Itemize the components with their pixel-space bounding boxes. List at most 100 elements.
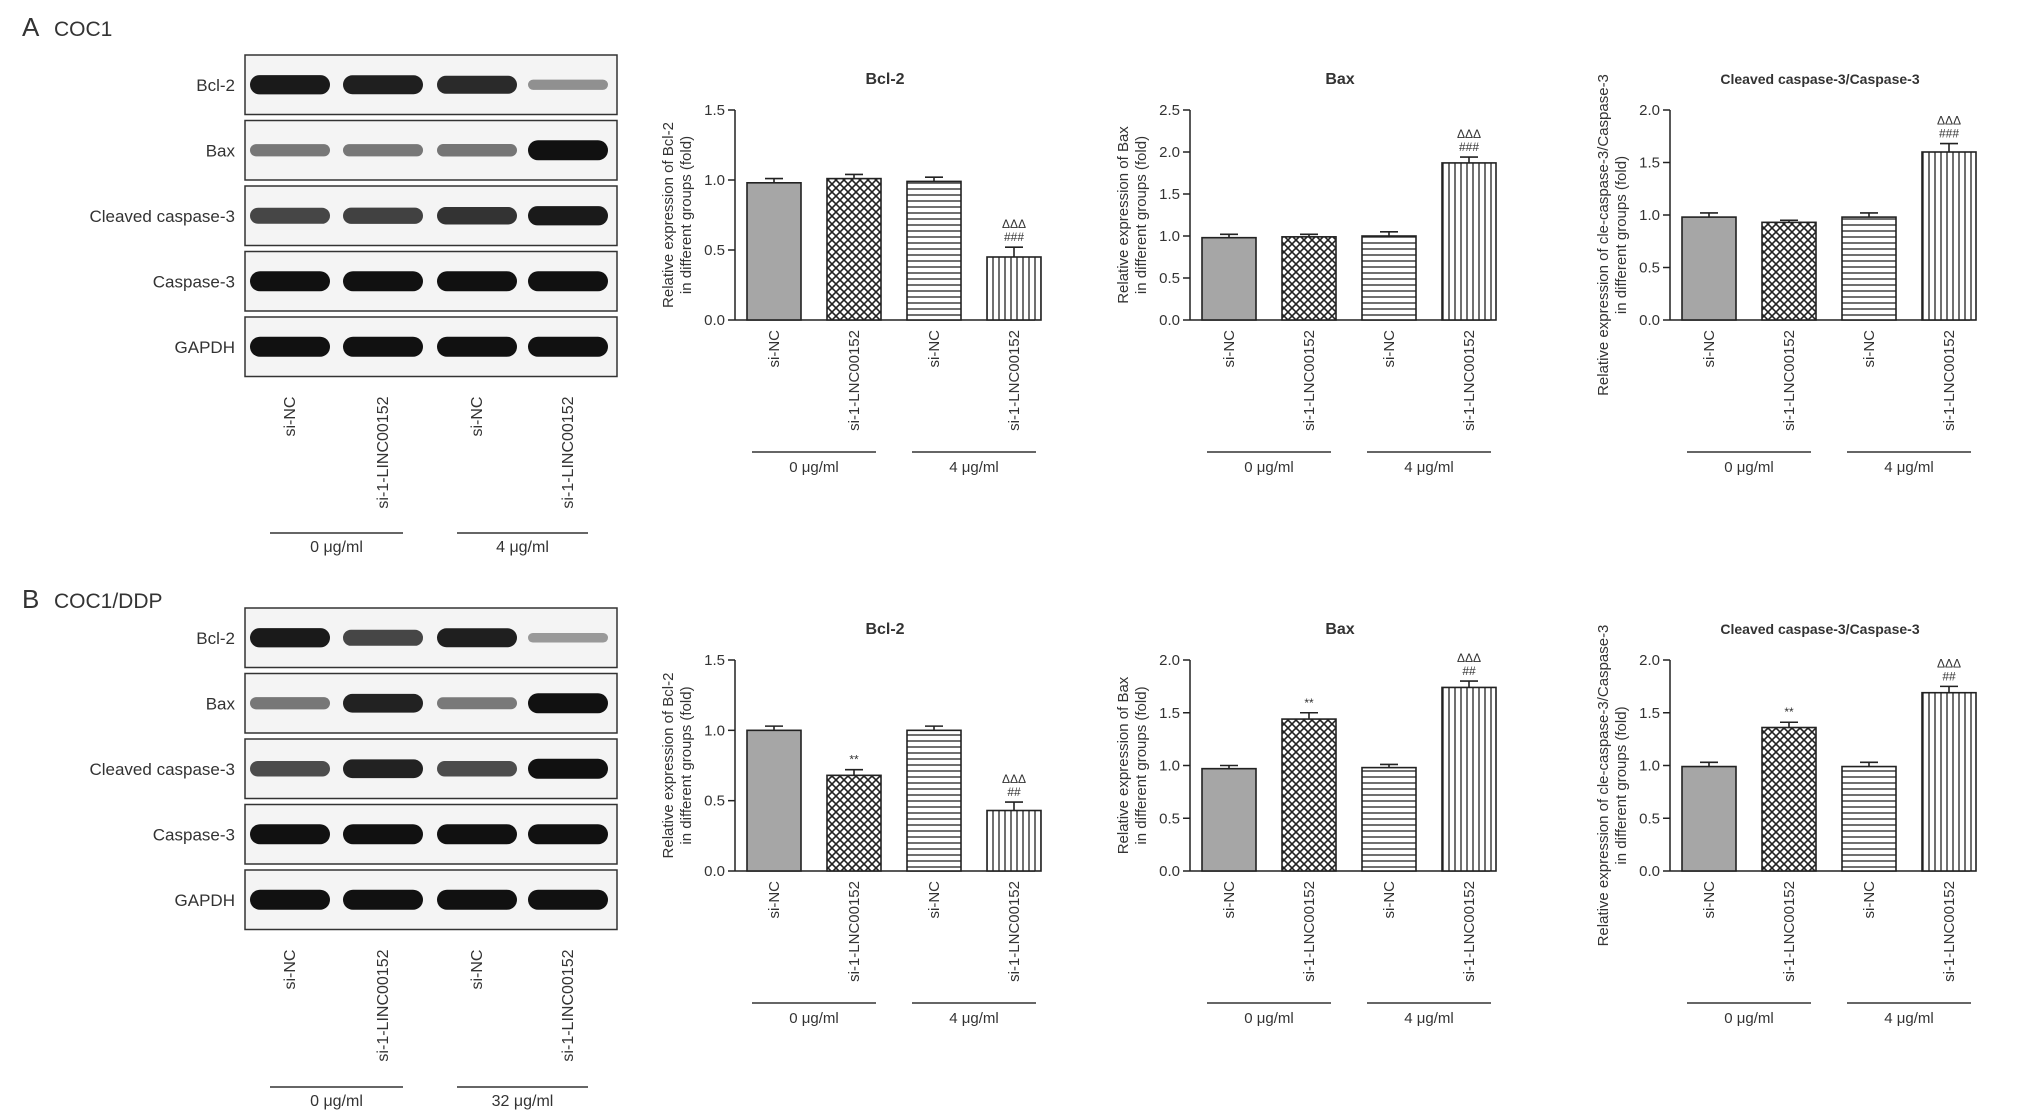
blot-row-label: Cleaved caspase-3 — [89, 760, 235, 779]
bar-chart-5: Bax 0.0 0.5 1.0 1.5 2.0 Relative expression of… — [1115, 621, 1497, 1027]
bar — [1681, 765, 1737, 872]
blot-lane-label: si-NC — [469, 950, 486, 990]
blot-band — [343, 75, 423, 95]
bar — [1681, 216, 1737, 321]
x-tick-label: si-NC — [1861, 330, 1878, 368]
blot-band — [343, 336, 423, 357]
blot-band — [437, 697, 517, 710]
bar-chart-3: Cleaved caspase-3/Caspase-3 0.0 0.5 1.0 1.5 2… — [1595, 71, 1977, 476]
bar — [1361, 235, 1417, 321]
y-tick-label: 0.5 — [1159, 270, 1180, 287]
blot-band — [528, 79, 608, 90]
bar — [1201, 236, 1257, 321]
y-axis-label: Relative expression of cle-caspase-3/Cas… — [1595, 625, 1612, 947]
significance-label: ## — [1462, 664, 1476, 678]
blot-band — [250, 207, 330, 224]
dose-group-label: 4 μg/ml — [496, 539, 549, 556]
blot-band — [250, 628, 330, 648]
blot-band — [437, 889, 517, 910]
x-tick-label: si-NC — [1701, 881, 1718, 919]
x-tick-label: si-NC — [926, 330, 943, 368]
panel-a: A COC1 Bcl-2 Bax Cleaved caspase-3 Caspase-3 G… — [22, 12, 618, 556]
x-tick-label: si-1-LNC00152 — [1781, 881, 1798, 982]
chart-title: Bcl-2 — [865, 71, 904, 88]
y-tick-label: 1.5 — [704, 652, 725, 669]
bar — [1201, 767, 1257, 872]
y-tick-label: 0.5 — [1159, 810, 1180, 827]
x-tick-label: si-1-LNC00152 — [846, 330, 863, 431]
panel-letter: B — [22, 584, 39, 614]
y-tick-label: 1.0 — [704, 722, 725, 739]
blot-band — [437, 824, 517, 845]
blot-row-label: Caspase-3 — [153, 272, 235, 291]
y-tick-label: 2.0 — [1159, 652, 1180, 669]
y-tick-label: 0.0 — [704, 863, 725, 880]
blot-row-label: Bcl-2 — [196, 629, 235, 648]
y-tick-label: 0.5 — [1639, 810, 1660, 827]
y-tick-label: 0.5 — [704, 242, 725, 259]
y-tick-label: 0.5 — [1639, 260, 1660, 277]
y-tick-label: 0.0 — [1159, 312, 1180, 329]
blot-band — [250, 697, 330, 710]
bar — [906, 180, 962, 321]
chart-title: Bax — [1325, 621, 1354, 638]
panel-cell-line: COC1/DDP — [54, 590, 163, 613]
y-tick-label: 1.0 — [1639, 758, 1660, 775]
blot-band — [250, 824, 330, 845]
x-tick-label: si-1-LNC00152 — [1781, 330, 1798, 431]
blot-band — [343, 629, 423, 646]
blot-row: GAPDH — [175, 316, 618, 378]
x-tick-label: si-NC — [1381, 881, 1398, 919]
x-tick-label: si-NC — [1221, 330, 1238, 368]
blot-band — [528, 206, 608, 226]
significance-label: ** — [849, 753, 859, 767]
bar — [826, 177, 882, 321]
group-label: 4 μg/ml — [949, 459, 999, 476]
significance-label: ΔΔΔ — [1002, 772, 1026, 786]
y-tick-label: 1.5 — [1639, 155, 1660, 172]
blot-row-label: GAPDH — [175, 891, 235, 910]
blot-row-label: Caspase-3 — [153, 825, 235, 844]
y-axis-label: Relative expression of Bcl-2 — [660, 122, 677, 308]
y-tick-label: 1.0 — [1639, 207, 1660, 224]
blot-row: Bax — [206, 672, 618, 734]
y-tick-label: 0.0 — [1639, 863, 1660, 880]
blot-band — [528, 140, 608, 161]
blot-band — [528, 889, 608, 910]
blot-band — [343, 207, 423, 224]
bar — [1921, 691, 1977, 872]
x-tick-label: si-NC — [1701, 330, 1718, 368]
group-label: 0 μg/ml — [1244, 1010, 1294, 1027]
blot-row-label: Bax — [206, 141, 236, 160]
panel-b: B COC1/DDP Bcl-2 Bax Cleaved caspase-3 Caspas… — [22, 584, 618, 1110]
bar — [906, 729, 962, 872]
x-tick-label: si-1-LNC00152 — [1006, 330, 1023, 431]
y-axis-label: in different groups (fold) — [1133, 136, 1150, 294]
blot-row-label: GAPDH — [175, 338, 235, 357]
y-tick-label: 1.5 — [704, 102, 725, 119]
blot-band — [343, 693, 423, 713]
y-tick-label: 1.5 — [1159, 705, 1180, 722]
blot-row: Cleaved caspase-3 — [89, 185, 618, 247]
y-tick-label: 1.5 — [1159, 186, 1180, 203]
blot-band — [343, 144, 423, 157]
x-tick-label: si-1-LNC00152 — [1941, 330, 1958, 431]
blot-band — [528, 336, 608, 357]
bar — [1281, 236, 1337, 321]
blot-row-label: Bax — [206, 694, 236, 713]
bar-chart-6: Cleaved caspase-3/Caspase-3 0.0 0.5 1.0 1.5 2… — [1595, 621, 1977, 1027]
blot-lane-label: si-1-LINC00152 — [375, 949, 392, 1061]
bar — [746, 182, 802, 321]
significance-label: ΔΔΔ — [1457, 127, 1481, 141]
y-axis-label: Relative expression of Bcl-2 — [660, 673, 677, 859]
bar — [1441, 686, 1497, 872]
blot-band — [250, 271, 330, 292]
dose-group-label: 32 μg/ml — [492, 1093, 554, 1110]
bar — [746, 729, 802, 872]
group-label: 0 μg/ml — [789, 459, 839, 476]
blot-row: GAPDH — [175, 869, 618, 931]
bar — [1761, 221, 1817, 321]
group-label: 0 μg/ml — [1724, 1010, 1774, 1027]
blot-band — [437, 75, 517, 94]
panel-cell-line: COC1 — [54, 18, 112, 41]
